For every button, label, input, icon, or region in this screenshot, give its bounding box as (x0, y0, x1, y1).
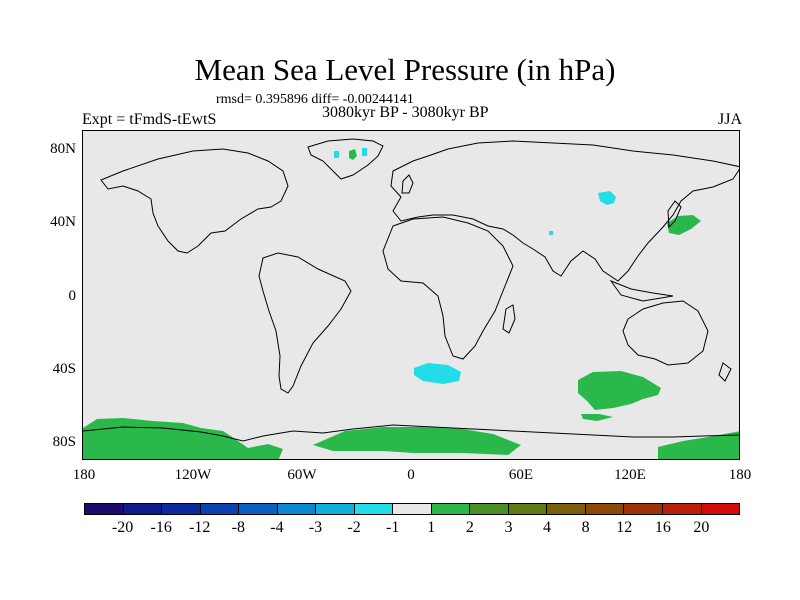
madagascar-coast (502, 304, 516, 334)
x-tick-120e: 120E (614, 467, 646, 483)
south-atlantic-negative-anomaly (414, 363, 461, 384)
colorbar-swatch (200, 504, 240, 514)
colorbar-swatch (162, 504, 201, 514)
antarctic-indian-positive-anomaly (313, 427, 521, 455)
uk-coast (401, 174, 414, 194)
colorbar-label: -4 (270, 519, 284, 536)
antarctica-coast (83, 424, 739, 442)
colorbar-swatch (85, 504, 124, 514)
colorbar-swatch (585, 504, 625, 514)
colorbar-label: -8 (231, 519, 245, 536)
chart-title: Mean Sea Level Pressure (in hPa) (194, 52, 616, 87)
eurasia-coast (390, 140, 739, 282)
colorbar-label: 1 (427, 519, 436, 536)
colorbar-label: 12 (616, 519, 633, 536)
south-pacific-positive-anomaly (243, 444, 283, 459)
experiment-label: Expt = tFmdS-tEwtS (82, 111, 217, 128)
south-america-coast (258, 252, 352, 394)
map-panel (82, 130, 740, 460)
x-tick-120w: 120W (174, 467, 212, 483)
map-background (83, 131, 739, 459)
stats-line: rmsd= 0.395896 diff= -0.00244141 (216, 92, 414, 107)
colorbar-swatch (470, 504, 509, 514)
colorbar-label: 8 (581, 519, 590, 536)
colorbar-swatch (662, 504, 702, 514)
tibet-negative-anomaly (549, 231, 553, 235)
x-tick-180e: 180 (728, 467, 752, 483)
colorbar-swatch (547, 504, 586, 514)
x-tick-60w: 60W (287, 467, 317, 483)
new-zealand-coast (718, 362, 732, 382)
japan-coast (667, 200, 682, 229)
antarctica-positive-anomaly (83, 418, 248, 459)
colorbar-swatch (624, 504, 663, 514)
colorbar-label: -1 (386, 519, 400, 536)
greenland-coast (307, 138, 384, 180)
colorbar-swatch (316, 504, 355, 514)
colorbar-swatch (277, 504, 317, 514)
australia-coast (622, 300, 709, 366)
colorbar-label: 3 (504, 519, 513, 536)
colorbar-label: -16 (150, 519, 172, 536)
greenland-negative-anomaly-west (334, 151, 339, 158)
africa-coast (382, 216, 514, 360)
south-australia-small-anomaly (581, 414, 613, 421)
x-tick-60e: 60E (508, 467, 534, 483)
colorbar-label: -20 (111, 519, 134, 536)
coastlines (83, 138, 739, 442)
north-america-coast (100, 148, 289, 254)
colorbar-swatch (239, 504, 278, 514)
colorbar-swatch (701, 504, 740, 514)
colorbar (84, 503, 740, 515)
y-tick-80n: 80N (50, 141, 76, 157)
y-tick-80s: 80S (52, 434, 76, 450)
colorbar-swatch (431, 504, 471, 514)
period-label: 3080kyr BP - 3080kyr BP (322, 104, 489, 121)
colorbar-label: -3 (308, 519, 323, 536)
season-label: JJA (717, 111, 742, 128)
colorbar-swatch (354, 504, 394, 514)
colorbar-swatch (123, 504, 163, 514)
colorbar-label: -12 (189, 519, 211, 536)
colorbar-swatch (393, 504, 432, 514)
east-antarctic-positive-anomaly (658, 431, 739, 459)
colorbar-label: 16 (654, 519, 671, 536)
x-tick-180w: 180 (72, 467, 96, 483)
greenland-positive-anomaly (349, 149, 357, 160)
mongolia-negative-anomaly (598, 191, 616, 205)
greenland-negative-anomaly-east (362, 148, 367, 156)
y-tick-40n: 40N (50, 214, 76, 230)
world-map (83, 131, 739, 459)
x-tick-0: 0 (407, 467, 415, 483)
y-tick-40s: 40S (52, 361, 76, 377)
colorbar-label: 4 (543, 519, 552, 536)
colorbar-swatch (508, 504, 548, 514)
colorbar-label: 20 (693, 519, 710, 536)
indonesia-coast (609, 279, 674, 302)
colorbar-label: 2 (465, 519, 474, 536)
y-tick-equator: 0 (68, 288, 77, 304)
colorbar-label: -2 (347, 519, 361, 536)
southern-ocean-positive-anomaly (578, 371, 661, 410)
